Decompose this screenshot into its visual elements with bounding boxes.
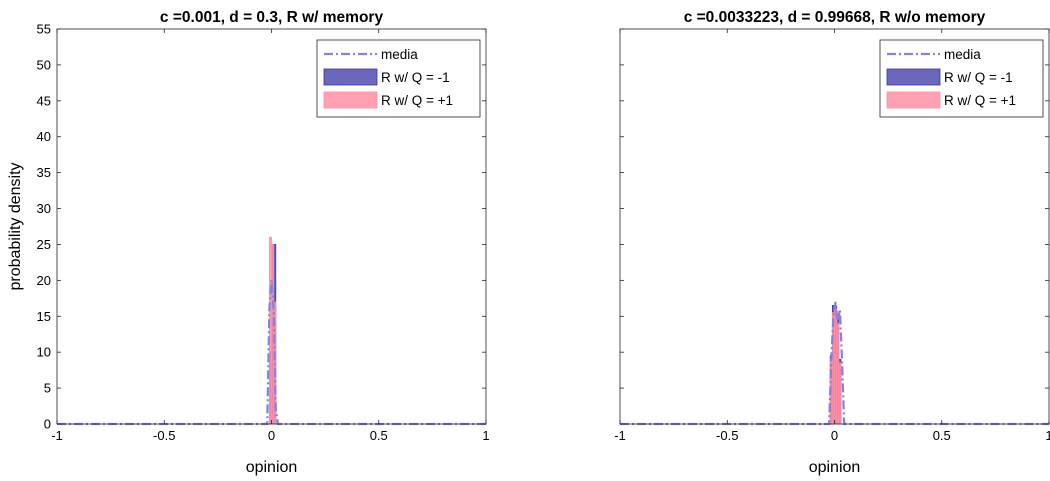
legend-label: R w/ Q = +1 <box>381 93 453 108</box>
x-tick-label: -1 <box>51 428 63 443</box>
x-tick-label: 1 <box>482 428 489 443</box>
y-tick-label: 25 <box>37 237 51 252</box>
y-tick-label: 55 <box>37 22 51 37</box>
y-tick-label: 40 <box>37 129 51 144</box>
chart-title: c =0.0033223, d = 0.99668, R w/o memory <box>684 9 986 26</box>
y-tick-label: 15 <box>37 309 51 324</box>
x-tick-label: 0 <box>831 428 838 443</box>
y-tick-label: 10 <box>37 345 51 360</box>
legend-label: media <box>944 47 981 62</box>
chart-title: c =0.001, d = 0.3, R w/ memory <box>160 9 384 26</box>
x-axis-label: opinion <box>809 459 861 476</box>
y-tick-label: 45 <box>37 93 51 108</box>
legend-label: R w/ Q = -1 <box>381 70 450 85</box>
x-tick-label: 0.5 <box>933 428 951 443</box>
y-tick-label: 5 <box>44 381 51 396</box>
y-tick-label: 35 <box>37 165 51 180</box>
legend-label: R w/ Q = -1 <box>944 70 1013 85</box>
legend-swatch-q-minus <box>886 68 941 86</box>
legend-swatch-q-minus <box>323 68 378 86</box>
legend: media R w/ Q = -1 R w/ Q = +1 <box>316 39 481 118</box>
chart-panel-2: -1 -0.5 0 0.5 1 c =0.0033223, d = 0.99668, R … <box>614 9 1050 476</box>
hist-bar-q-plus <box>838 362 842 425</box>
y-tick-label: 20 <box>37 273 51 288</box>
legend: media R w/ Q = -1 R w/ Q = +1 <box>879 39 1044 118</box>
x-tick-label: 0.5 <box>370 428 388 443</box>
legend-label: R w/ Q = +1 <box>944 93 1016 108</box>
x-axis-label: opinion <box>246 459 298 476</box>
x-tick-label: 0 <box>268 428 275 443</box>
x-tick-label: -0.5 <box>716 428 738 443</box>
y-axis-label: probability density <box>7 162 24 290</box>
legend-label: media <box>381 47 418 62</box>
x-tick-label: 1 <box>1045 428 1050 443</box>
y-tick-label: 0 <box>44 417 51 432</box>
media-line <box>57 280 486 426</box>
x-tick-label: -1 <box>614 428 626 443</box>
legend-swatch-q-plus <box>323 91 378 109</box>
media-line <box>620 301 1049 426</box>
y-tick-label: 50 <box>37 57 51 72</box>
y-tick-label: 30 <box>37 201 51 216</box>
legend-swatch-q-plus <box>886 91 941 109</box>
x-tick-label: -0.5 <box>153 428 175 443</box>
